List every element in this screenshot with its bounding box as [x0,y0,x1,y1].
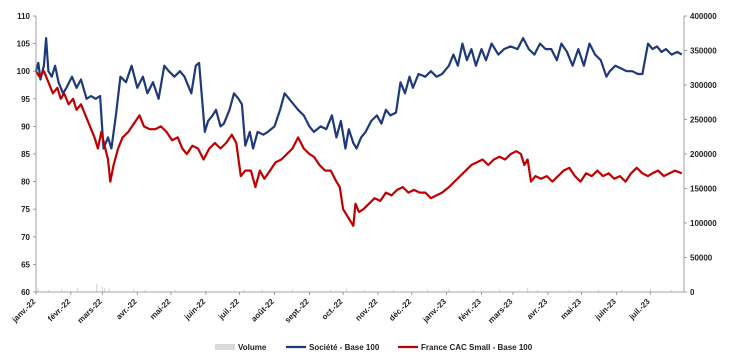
x-tick-label: févr.-23 [457,297,484,324]
volume-bar [96,283,98,292]
x-tick-label: sept.-22 [283,297,311,325]
volume-bar [243,289,245,292]
volume-bar [649,288,651,292]
volume-bar [426,289,429,292]
volume-bar [498,289,501,292]
x-tick-label: mai-22 [148,297,173,322]
x-tick-label: juil.-23 [627,297,652,322]
y-right-tick-label: 400000 [690,12,717,21]
plot-area [34,37,683,292]
volume-bar [61,289,63,292]
y-left-tick-label: 80 [21,178,30,187]
x-axis-ticks: janv.-22 févr.-22 mars-22 avr.-22 mai-22 juin… [10,292,652,325]
y-right-tick-label: 250000 [690,116,717,125]
x-tick-label: juin-22 [182,297,208,323]
x-tick-label: juin-23 [593,297,619,323]
volume-bar [330,289,332,292]
x-tick-label: août-22 [249,297,276,324]
volume-bar [473,289,475,292]
x-tick-label: mars-22 [76,297,104,325]
legend: Volume Société - Base 100 France CAC Sma… [215,343,533,352]
legend-label-cac-small: France CAC Small - Base 100 [421,343,533,352]
volume-bar [37,288,39,292]
x-tick-label: janv.-22 [10,297,38,325]
y-left-tick-label: 105 [17,40,31,49]
y-axis-left-ticks: 60 65 70 75 80 85 90 95 100 105 110 [17,12,36,297]
x-tick-label: janv.-23 [420,297,448,325]
volume-bar [104,287,106,292]
volume-bar [527,287,529,292]
series-line-cac-small [35,70,683,227]
volume-bar [144,289,146,292]
legend-label-volume: Volume [238,343,267,352]
x-tick-label: mai-23 [559,297,584,322]
y-left-tick-label: 60 [21,288,30,297]
volume-bar [671,289,673,292]
volume-bar [77,287,79,292]
volume-bar [345,288,348,292]
y-right-tick-label: 0 [690,288,695,297]
x-tick-label: févr.-22 [46,297,73,324]
y-axis-right-ticks: 0 50000 100000 150000 200000 250000 300000 3500… [684,12,717,297]
y-left-tick-label: 65 [21,260,30,269]
volume-bar [101,286,103,292]
volume-bar [448,288,450,292]
y-right-tick-label: 100000 [690,219,717,228]
x-tick-label: mars-23 [486,297,514,325]
y-right-tick-label: 150000 [690,185,717,194]
volume-series [37,283,673,292]
axes: 60 65 70 75 80 85 90 95 100 105 110 0 50000 100000 15… [10,12,718,325]
volume-bar [133,289,135,292]
volume-bar [261,289,263,292]
volume-bar [568,289,570,292]
volume-bar [597,289,600,292]
volume-bar [47,289,49,292]
y-left-tick-label: 75 [21,205,30,214]
x-tick-label: avr.-22 [114,297,139,322]
volume-bar [621,289,623,292]
x-tick-label: oct.-22 [320,297,345,322]
y-left-tick-label: 95 [21,95,30,104]
y-right-tick-label: 350000 [690,47,717,56]
y-left-tick-label: 90 [21,122,30,131]
y-right-tick-label: 50000 [690,254,713,263]
volume-bar [393,289,395,292]
legend-swatch-volume [215,344,235,350]
volume-bar [108,288,110,292]
y-right-tick-label: 200000 [690,150,717,159]
x-tick-label: déc.-22 [387,297,413,323]
y-left-tick-label: 110 [17,12,30,21]
volume-bar [174,289,177,292]
volume-bar [363,289,366,292]
x-tick-label: nov.-22 [354,297,380,323]
volume-bar [205,289,207,292]
y-right-tick-label: 300000 [690,81,717,90]
x-tick-label: avr.-23 [525,297,550,322]
series-line-societe [34,37,683,150]
y-left-tick-label: 100 [17,67,31,76]
y-left-tick-label: 85 [21,150,30,159]
x-tick-label: juil.-22 [216,297,241,322]
legend-label-societe: Société - Base 100 [309,343,380,352]
volume-bar [537,289,539,292]
volume-bar [291,289,294,292]
y-left-tick-label: 70 [21,233,30,242]
